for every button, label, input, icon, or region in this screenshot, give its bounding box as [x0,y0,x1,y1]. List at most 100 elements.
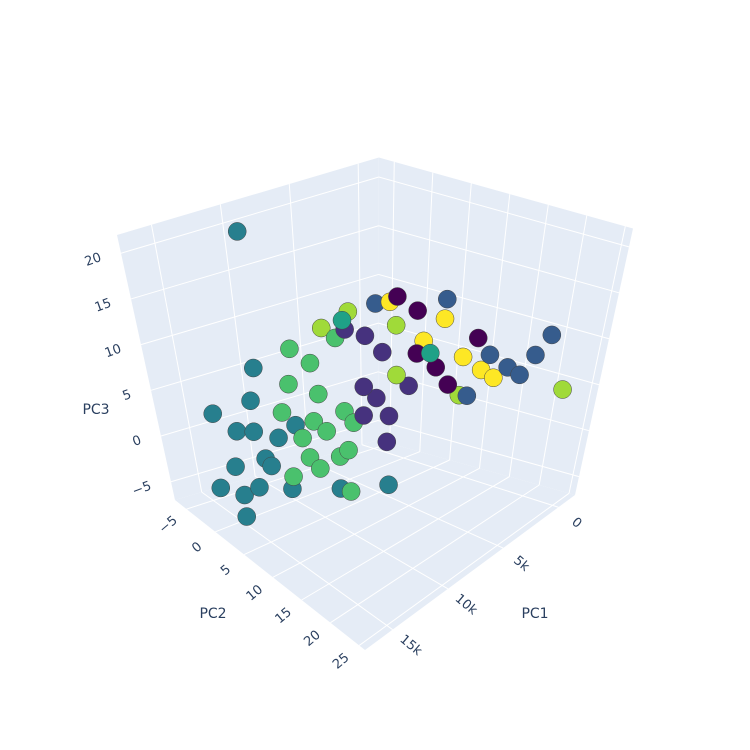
z-tick-label: 5 [121,387,134,404]
x-tick-label: 0 [568,515,584,532]
point [438,289,457,309]
point [377,432,397,452]
floor-plane [175,440,575,650]
grid-line [378,176,630,248]
grid-line [377,420,580,478]
point [284,467,303,486]
point [480,345,500,365]
point [408,301,427,320]
grid-line [378,273,610,340]
point [332,310,352,330]
point [399,376,418,396]
y-tick-label: −5 [156,513,180,537]
point [386,315,406,335]
point [262,456,281,476]
grid-line [272,467,480,578]
point [304,412,323,431]
point [388,287,407,306]
point [435,309,455,328]
point [226,457,245,476]
point [309,384,328,404]
point [293,428,312,448]
point [311,318,331,338]
point [379,475,398,495]
y-tick-label: 0 [189,539,205,556]
grid-line [170,420,379,483]
point [542,325,562,345]
point [421,343,440,363]
grid-line [130,225,379,300]
point [227,422,247,441]
y-tick-label: 5 [218,562,234,579]
grid-line [201,491,393,631]
grid-line [357,163,363,445]
point [341,482,361,501]
y-tick-label: 15 [273,605,295,627]
z-tick-label: 0 [131,433,144,450]
point [355,326,375,346]
point [457,386,477,405]
point [300,353,320,373]
point [203,404,222,423]
point [279,374,298,394]
point [367,388,386,408]
grid-line [538,215,588,486]
z-axis-title: PC3 [82,402,109,418]
point [211,478,231,498]
point [438,375,458,394]
z-tick-label: 15 [93,296,114,316]
y-tick-label: 20 [301,628,323,650]
z-tick-label: 10 [103,342,124,362]
point [526,345,545,365]
z-tick-label: 20 [83,250,104,270]
point [317,422,336,441]
grid-line [568,226,626,494]
grid-line [288,183,310,461]
grid-line [508,204,549,477]
grid-line [301,476,510,601]
grid-line [150,224,203,493]
point [484,368,503,388]
grid-line [160,371,379,437]
x-tick-label: 5k [510,553,532,575]
point [272,403,292,422]
point [553,380,572,399]
point [354,406,373,425]
point [241,391,260,411]
point [237,507,256,526]
right-wall [378,157,633,496]
point [280,339,299,359]
y-tick-label: 25 [330,650,352,672]
y-axis-title: PC2 [199,606,226,622]
y-tick-label: 10 [244,582,266,604]
point [269,428,288,448]
point [311,459,330,478]
x-tick-label: 10k [452,591,480,618]
point [468,328,488,348]
z-tick-label: −5 [130,479,153,500]
grid-line [308,460,504,549]
point [250,478,269,497]
x-tick-label: 15k [397,632,425,659]
point [510,365,529,385]
point [244,422,263,441]
point [235,485,254,505]
grid-line [140,273,379,346]
x-axis-title: PC1 [521,606,548,622]
grid-line [243,459,450,555]
point [373,342,392,362]
point [387,365,406,385]
point [244,358,263,378]
grid-line [378,225,620,294]
point [339,440,358,460]
point [227,222,247,241]
grid-line [449,183,472,461]
grid-line [120,176,379,254]
grid-line [330,484,540,624]
point [453,347,473,367]
grid-line [478,194,511,469]
point [379,406,399,426]
point [354,377,374,397]
